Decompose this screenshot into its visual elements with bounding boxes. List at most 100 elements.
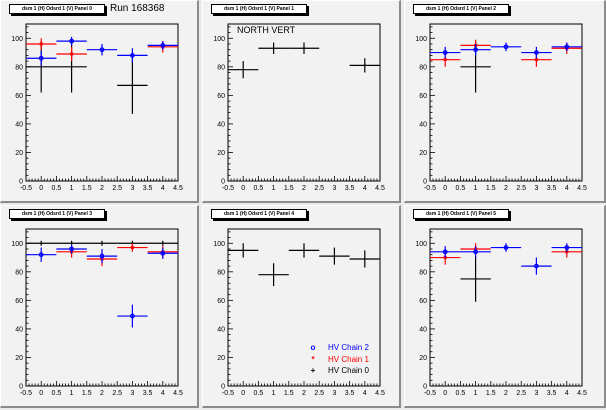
north-vert-label: NORTH VERT xyxy=(237,25,296,35)
x-tick-label: 0 xyxy=(39,390,43,397)
x-tick-label: 1 xyxy=(474,390,478,397)
data-point-hv-chain-2 xyxy=(86,248,118,264)
x-tick-label: 0 xyxy=(39,185,43,192)
y-tick-label: 0 xyxy=(423,179,427,186)
data-point-hv-chain-0 xyxy=(460,256,491,302)
panel-title: dsm 1 (H) Odsrd 1 (V) Panel 4 xyxy=(211,209,307,219)
x-tick-label: 3.5 xyxy=(143,185,153,192)
y-tick-label: 100 xyxy=(11,36,23,43)
data-point-hv-chain-2 xyxy=(117,48,148,63)
circle-marker xyxy=(160,250,166,256)
y-tick-label: 80 xyxy=(217,269,225,276)
y-tick-label: 40 xyxy=(15,121,23,128)
x-tick-label: 3 xyxy=(332,390,336,397)
cross-marker-icon: + xyxy=(310,366,316,375)
x-tick-label: 2.5 xyxy=(314,185,324,192)
x-tick-label: 3 xyxy=(534,185,538,192)
data-point-hv-chain-2 xyxy=(490,243,522,252)
pad-panel-1: dsm 1 (H) Odsrd 1 (V) Panel 1 NORTH VERT… xyxy=(202,0,401,203)
x-tick-label: 4.5 xyxy=(173,185,183,192)
x-tick-label: 1 xyxy=(272,185,276,192)
star-marker xyxy=(534,58,538,62)
legend-entry-chain1: * HV Chain 1 xyxy=(306,354,369,366)
circle-marker xyxy=(38,252,44,258)
y-tick-label: 60 xyxy=(419,93,427,100)
y-tick-label: 60 xyxy=(217,93,225,100)
y-tick-label: 20 xyxy=(15,355,23,362)
circle-marker xyxy=(564,44,570,50)
y-tick-label: 100 xyxy=(415,36,427,43)
y-tick-label: 20 xyxy=(15,150,23,157)
circle-marker xyxy=(69,38,74,44)
data-point-hv-chain-2 xyxy=(117,304,148,328)
y-tick-label: 20 xyxy=(217,150,225,157)
x-tick-label: 0 xyxy=(443,185,447,192)
circle-marker xyxy=(129,53,135,58)
x-tick-label: 4.5 xyxy=(375,390,385,397)
x-tick-label: 1.5 xyxy=(284,185,294,192)
data-point-hv-chain-0 xyxy=(349,250,380,268)
x-tick-label: 3 xyxy=(130,185,134,192)
x-tick-label: 3.5 xyxy=(345,185,355,192)
circle-marker xyxy=(442,50,448,55)
y-tick-label: 0 xyxy=(19,179,23,186)
x-tick-label: 0 xyxy=(241,185,245,192)
x-tick-label: 2.5 xyxy=(516,390,526,397)
y-tick-label: 80 xyxy=(217,64,225,71)
legend-label: HV Chain 1 xyxy=(328,354,369,364)
circle-marker xyxy=(503,44,509,50)
data-point-hv-chain-0 xyxy=(258,42,289,54)
data-point-hv-chain-0 xyxy=(117,56,148,114)
x-tick-label: 4 xyxy=(565,185,569,192)
y-tick-label: 60 xyxy=(15,298,23,305)
x-tick-label: 0.5 xyxy=(456,390,466,397)
data-point-hv-chain-0 xyxy=(26,240,57,246)
data-point-hv-chain-2 xyxy=(430,46,461,59)
star-marker xyxy=(70,52,74,56)
x-tick-label: -0.5 xyxy=(222,390,234,397)
x-tick-label: 2 xyxy=(100,390,104,397)
star-marker xyxy=(443,256,447,260)
circle-marker xyxy=(69,246,74,252)
legend-label: HV Chain 2 xyxy=(328,343,369,352)
data-point-hv-chain-0 xyxy=(86,240,118,246)
x-tick-label: 4 xyxy=(161,185,165,192)
data-point-hv-chain-0 xyxy=(258,263,289,287)
x-tick-label: 3 xyxy=(130,390,134,397)
x-tick-label: 2.5 xyxy=(112,185,122,192)
y-tick-label: 40 xyxy=(419,326,427,333)
legend-entry-chain2: o HV Chain 2 xyxy=(306,342,369,354)
data-point-hv-chain-0 xyxy=(228,61,259,79)
x-tick-label: 2.5 xyxy=(516,185,526,192)
data-point-hv-chain-2 xyxy=(551,243,582,252)
circle-marker xyxy=(533,50,539,55)
data-point-hv-chain-2 xyxy=(56,36,87,46)
pad-panel-3: dsm 1 (H) Odsrd 1 (V) Panel 3 -0.5 0 0.5 1 1… xyxy=(0,205,199,408)
x-tick-label: 4 xyxy=(161,390,165,397)
x-tick-label: 2.5 xyxy=(112,390,122,397)
y-tick-label: 100 xyxy=(11,241,23,248)
x-tick-label: 3 xyxy=(332,185,336,192)
x-tick-label: 0.5 xyxy=(52,390,62,397)
circle-marker xyxy=(503,245,509,250)
y-tick-label: 0 xyxy=(423,384,427,391)
y-tick-label: 100 xyxy=(213,241,225,248)
y-tick-label: 40 xyxy=(217,326,225,333)
x-tick-label: 1.5 xyxy=(486,185,496,192)
panel-title: dsm 1 (H) Odsrd 1 (V) Panel 1 xyxy=(211,4,307,14)
panel-title: dsm 1 (H) Odsrd 1 (V) Panel 0 xyxy=(9,4,105,14)
data-point-hv-chain-1 xyxy=(26,38,57,50)
x-tick-label: 1 xyxy=(474,185,478,192)
data-point-hv-chain-0 xyxy=(349,58,380,73)
star-marker xyxy=(130,246,134,250)
x-tick-label: 2 xyxy=(302,185,306,192)
pad-panel-2: dsm 1 (H) Odsrd 1 (V) Panel 2 -0.5 0 0.5 1 1… xyxy=(404,0,606,203)
circle-marker xyxy=(160,43,166,48)
data-point-hv-chain-2 xyxy=(521,46,552,59)
y-tick-label: 60 xyxy=(217,298,225,305)
x-tick-label: -0.5 xyxy=(20,185,32,192)
data-point-hv-chain-2 xyxy=(56,244,87,254)
circle-marker xyxy=(473,47,478,53)
pad-panel-0: dsm 1 (H) Odsrd 1 (V) Panel 0 Run 168368… xyxy=(0,0,199,203)
